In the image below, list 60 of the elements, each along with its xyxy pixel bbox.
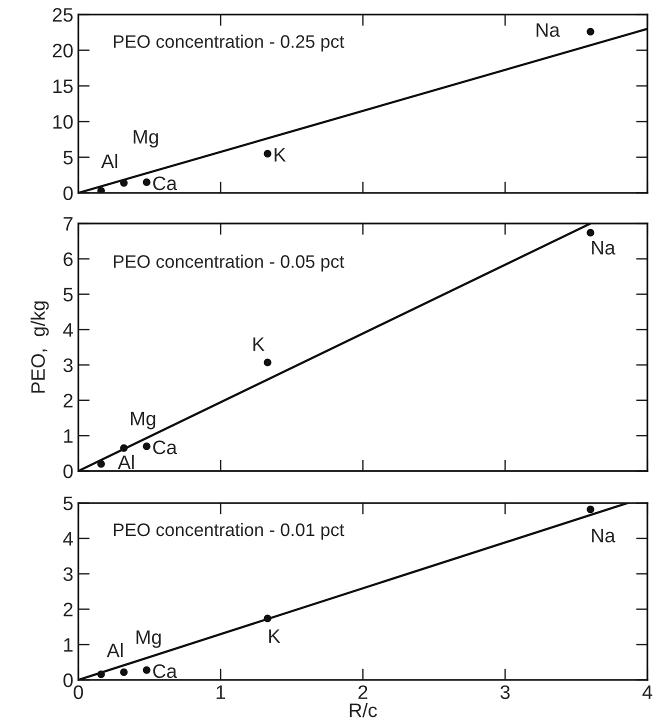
annotation: K bbox=[253, 337, 265, 351]
point bbox=[120, 668, 128, 676]
y-tick-label: 25 bbox=[52, 8, 73, 22]
y-tick-label: 0 bbox=[63, 464, 73, 478]
y-tick-label: 2 bbox=[64, 394, 73, 408]
point bbox=[142, 178, 150, 186]
point bbox=[586, 506, 594, 514]
point bbox=[142, 666, 150, 674]
annotation: Na bbox=[536, 23, 560, 37]
y-tick-label: 3 bbox=[63, 358, 73, 372]
y-tick-label: 15 bbox=[53, 80, 73, 94]
point bbox=[264, 614, 272, 622]
annotation: Ca bbox=[153, 176, 178, 190]
annotation: Na bbox=[592, 528, 616, 542]
y-tick-label: 4 bbox=[63, 532, 73, 546]
x-axis-title: R/c bbox=[350, 702, 377, 718]
y-tick-label: 20 bbox=[52, 44, 73, 58]
y-tick-label: 4 bbox=[63, 323, 73, 337]
annotation: Na bbox=[592, 241, 616, 255]
point bbox=[120, 179, 128, 187]
x-tick-label: 1 bbox=[216, 686, 226, 699]
point bbox=[120, 444, 128, 452]
annotation: Al bbox=[106, 643, 123, 658]
annotation: K bbox=[269, 629, 280, 643]
point bbox=[264, 358, 272, 366]
annotation: Ca bbox=[153, 440, 178, 454]
annotation: Mg bbox=[134, 130, 158, 148]
point bbox=[97, 186, 105, 193]
annotation: Al bbox=[101, 154, 118, 168]
annotation: PEO concentration - 0.01 pct bbox=[114, 522, 344, 540]
y-tick-label: 3 bbox=[63, 567, 73, 582]
point bbox=[97, 670, 105, 678]
x-tick-label: 4 bbox=[642, 686, 652, 699]
y-tick-label: 5 bbox=[63, 150, 73, 164]
y-tick-label: 0 bbox=[63, 673, 73, 688]
y-tick-label: 5 bbox=[63, 288, 73, 302]
annotation: PEO concentration - 0.25 pct bbox=[114, 34, 344, 52]
point bbox=[142, 442, 150, 450]
y-tick-label: 10 bbox=[53, 115, 73, 129]
y-tick-label: 6 bbox=[64, 252, 73, 266]
annotation: Ca bbox=[153, 664, 178, 678]
y-axis-title: PEO, g/kg bbox=[30, 301, 49, 393]
y-tick-label: 1 bbox=[64, 638, 73, 652]
point bbox=[586, 28, 594, 36]
x-tick-label: 2 bbox=[358, 685, 368, 699]
point bbox=[97, 460, 105, 468]
y-tick-label: 0 bbox=[63, 186, 73, 200]
y-tick-label: 2 bbox=[64, 602, 73, 616]
annotation: Al bbox=[118, 454, 134, 469]
point bbox=[264, 150, 272, 158]
x-tick-label: 0 bbox=[74, 685, 83, 700]
y-tick-label: 1 bbox=[64, 429, 73, 443]
annotation: Mg bbox=[136, 630, 161, 648]
y-tick-label: 7 bbox=[64, 217, 73, 231]
annotation: PEO concentration - 0.05 pct bbox=[114, 254, 344, 272]
point bbox=[586, 228, 594, 236]
y-tick-label: 5 bbox=[63, 496, 73, 510]
annotation: K bbox=[274, 148, 286, 162]
annotation: Mg bbox=[131, 412, 156, 430]
x-tick-label: 3 bbox=[500, 685, 510, 700]
